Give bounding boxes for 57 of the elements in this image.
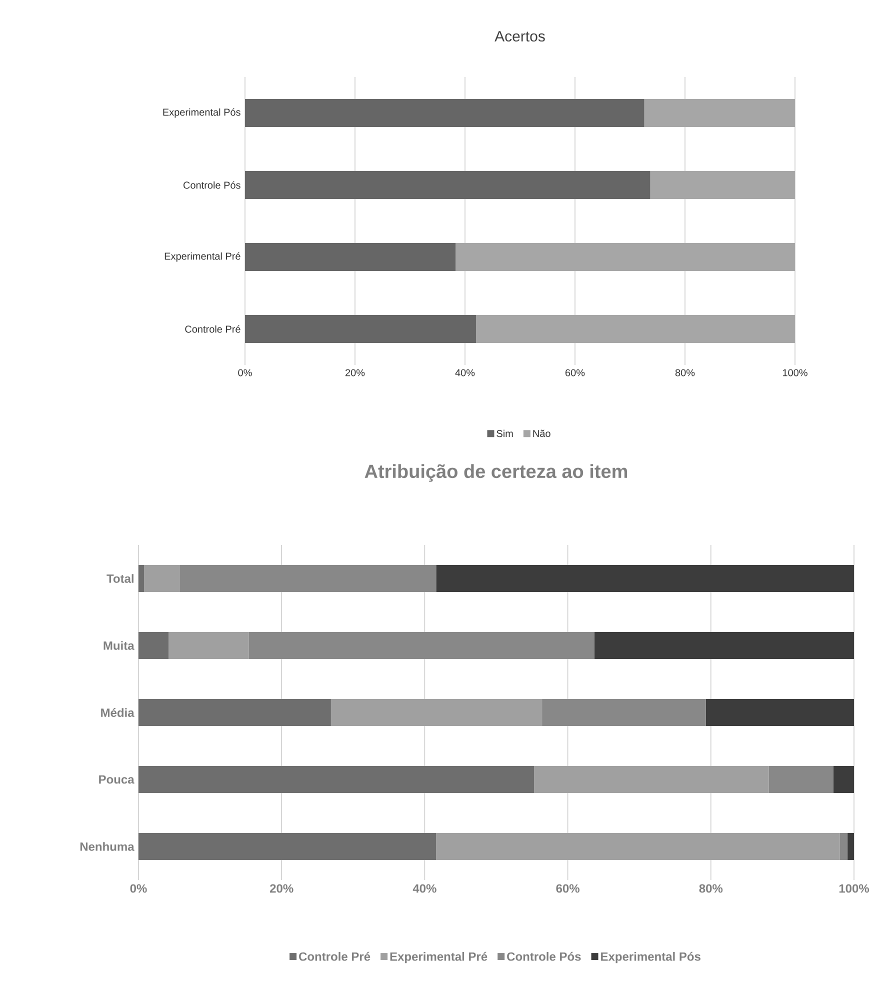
bar	[248, 632, 594, 659]
x-tick-label: 60%	[565, 369, 585, 376]
bar	[138, 564, 144, 592]
bar	[542, 698, 706, 726]
bar	[436, 564, 854, 592]
bar	[245, 314, 476, 343]
x-tick-label: 20%	[270, 884, 294, 893]
legend-label: Experimental Pré	[390, 952, 488, 964]
bar	[138, 766, 534, 793]
bar	[848, 832, 854, 860]
y-tick-label: Experimental Pré	[164, 252, 240, 262]
bar	[456, 242, 795, 271]
bar	[650, 171, 795, 199]
chart-title: Atribuição de certeza ao item	[364, 464, 628, 482]
bar	[534, 766, 769, 793]
x-tick-label: 80%	[699, 884, 723, 893]
bar	[706, 698, 854, 726]
y-tick-label: Nenhuma	[80, 842, 134, 851]
y-tick-label: Total	[106, 574, 134, 583]
x-tick-label: 40%	[455, 369, 475, 376]
bar	[840, 832, 848, 860]
bar	[138, 632, 169, 659]
x-tick-label: 0%	[238, 369, 252, 376]
bar	[436, 832, 840, 860]
bar	[144, 564, 180, 592]
legend-label: Sim	[496, 430, 513, 438]
bar	[330, 698, 542, 726]
bar	[594, 632, 854, 659]
x-tick-label: 100%	[839, 884, 870, 893]
bar	[138, 832, 436, 860]
bar	[644, 99, 795, 127]
bar	[476, 314, 795, 343]
x-tick-label: 40%	[412, 884, 436, 893]
bar	[168, 632, 249, 659]
legend-label: Controle Pré	[299, 952, 370, 961]
bar	[138, 698, 331, 726]
y-tick-label: Controle Pré	[185, 325, 240, 333]
x-tick-label: 0%	[130, 884, 147, 893]
bar	[180, 564, 436, 592]
y-tick-label: Experimental Pós	[163, 108, 240, 118]
legend-label: Não	[533, 430, 550, 438]
bar	[245, 171, 650, 199]
legend-label: Controle Pós	[507, 952, 581, 961]
bar	[245, 242, 456, 271]
bar	[833, 766, 854, 793]
bar	[768, 766, 834, 793]
y-tick-label: Pouca	[99, 775, 134, 784]
x-tick-label: 80%	[675, 369, 695, 376]
y-tick-label: Muita	[104, 641, 134, 650]
y-tick-label: Média	[101, 708, 134, 717]
x-tick-label: 60%	[556, 884, 580, 893]
y-tick-label: Controle Pós	[183, 181, 240, 189]
chart-title: Acertos	[494, 31, 545, 42]
bar	[245, 99, 644, 127]
x-tick-label: 100%	[782, 369, 808, 376]
legend-label: Experimental Pós	[601, 952, 700, 964]
x-tick-label: 20%	[345, 369, 365, 376]
